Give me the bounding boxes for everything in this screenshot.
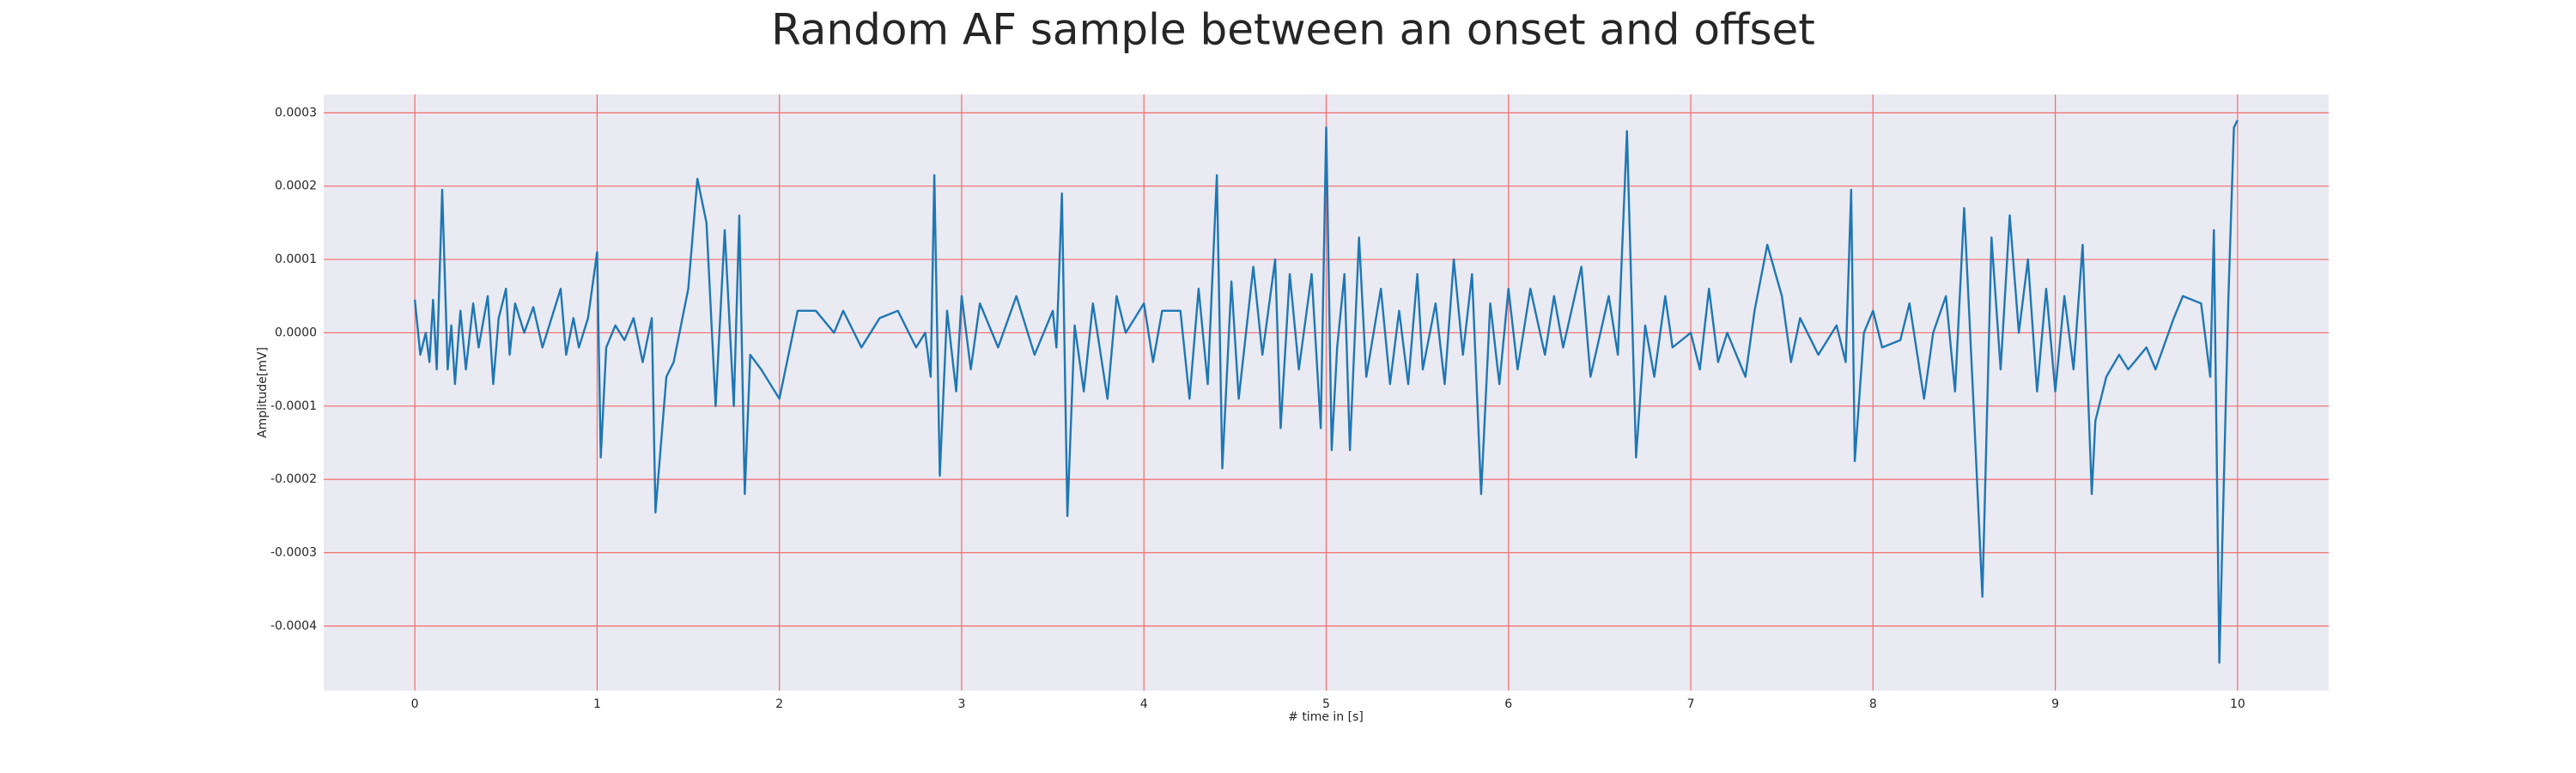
- grid: [324, 94, 2329, 691]
- x-tick-label: 6: [1504, 697, 1512, 711]
- x-tick-label: 10: [2230, 697, 2245, 711]
- x-tick-label: 3: [957, 697, 965, 711]
- x-tick-label: 9: [2051, 697, 2059, 711]
- y-tick-label: -0.0004: [270, 619, 317, 633]
- y-tick-label: 0.0002: [275, 180, 317, 193]
- x-tick-label: 8: [1869, 697, 1877, 711]
- y-tick-label: -0.0002: [270, 472, 317, 486]
- x-tick-label: 4: [1140, 697, 1148, 711]
- tick-labels: 0 1 2 3 4 5 6 7 8 9 10 -0.0004 -0.0003 -0.0002 -0.0001…: [270, 106, 2245, 711]
- x-tick-label: 2: [775, 697, 783, 711]
- chart-title: Random AF sample between an onset and of…: [771, 5, 1815, 55]
- x-tick-label: 0: [411, 697, 419, 711]
- x-tick-label: 5: [1322, 697, 1330, 711]
- y-axis-label: Amplitude[mV]: [256, 347, 270, 438]
- y-tick-label: -0.0003: [270, 546, 317, 560]
- y-tick-label: 0.0000: [275, 326, 317, 339]
- x-tick-label: 1: [593, 697, 601, 711]
- x-axis-label: # time in [s]: [1288, 710, 1364, 724]
- y-tick-label: 0.0001: [275, 253, 317, 266]
- series-group: [413, 119, 2239, 664]
- data-line: [413, 119, 2239, 664]
- y-tick-label: -0.0001: [270, 399, 317, 413]
- x-tick-label: 7: [1687, 697, 1695, 711]
- y-tick-label: 0.0003: [275, 106, 317, 119]
